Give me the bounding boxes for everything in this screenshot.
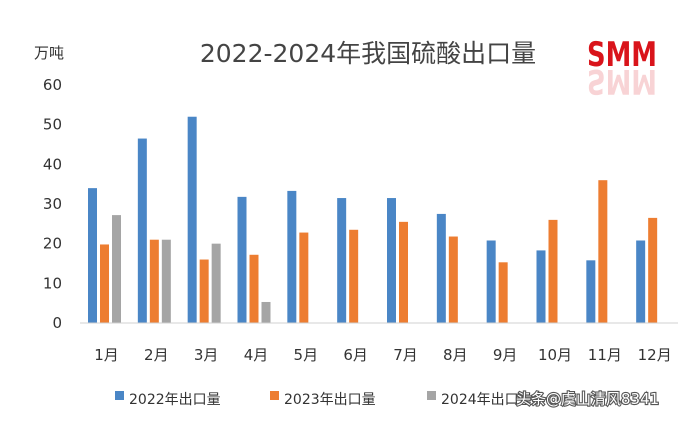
y-axis-ticks: 0 10 20 30 40 50 60 <box>43 76 62 332</box>
bar-3月-2022年出口量 <box>187 116 197 323</box>
x-category-label: 3月 <box>194 346 219 364</box>
y-axis-unit: 万吨 <box>34 44 64 62</box>
bar-6月-2022年出口量 <box>337 198 347 323</box>
legend-swatch <box>427 391 436 400</box>
bar-10月-2023年出口量 <box>548 219 558 323</box>
y-tick-label: 0 <box>52 314 62 332</box>
bar-2月-2022年出口量 <box>137 138 147 323</box>
bar-2月-2023年出口量 <box>149 239 159 323</box>
x-category-label: 12月 <box>638 346 672 364</box>
bar-5月-2023年出口量 <box>299 232 309 323</box>
legend-swatch <box>270 391 279 400</box>
bar-11月-2023年出口量 <box>598 180 608 323</box>
x-category-label: 8月 <box>443 346 468 364</box>
x-category-label: 6月 <box>343 346 368 364</box>
bar-6月-2023年出口量 <box>349 229 359 323</box>
bars <box>88 116 658 323</box>
bar-12月-2022年出口量 <box>636 240 646 323</box>
legend-label: 2024年出口量 <box>441 392 533 408</box>
legend: 2022年出口量 2023年出口量 2024年出口量 <box>115 391 533 408</box>
bar-12月-2023年出口量 <box>648 217 658 323</box>
bar-4月-2024年出口量 <box>261 301 271 323</box>
y-tick-label: 40 <box>43 155 62 173</box>
x-category-label: 7月 <box>393 346 418 364</box>
bar-5月-2022年出口量 <box>287 190 297 323</box>
bar-1月-2024年出口量 <box>112 215 121 323</box>
x-category-label: 10月 <box>538 346 572 364</box>
bar-8月-2023年出口量 <box>448 236 458 323</box>
x-category-label: 11月 <box>588 346 622 364</box>
legend-swatch <box>115 391 124 400</box>
bar-4月-2022年出口量 <box>237 196 247 323</box>
y-tick-label: 30 <box>43 195 62 213</box>
smm-logo: SMM SMM <box>587 35 657 101</box>
bar-3月-2023年出口量 <box>199 259 209 323</box>
svg-text:SMM: SMM <box>587 61 657 101</box>
y-tick-label: 60 <box>43 76 62 94</box>
y-tick-label: 50 <box>43 116 62 134</box>
bar-4月-2023年出口量 <box>249 254 259 323</box>
x-category-label: 5月 <box>294 346 319 364</box>
bar-3月-2024年出口量 <box>211 243 221 323</box>
bar-10月-2022年出口量 <box>536 250 546 323</box>
x-category-label: 9月 <box>493 346 518 364</box>
bar-1月-2022年出口量 <box>88 188 97 323</box>
bar-7月-2023年出口量 <box>399 221 408 323</box>
x-axis-categories: 1月 2月 3月 4月 5月 6月 7月 8月 9月 10月 11月 12月 <box>94 346 671 364</box>
bar-9月-2023年出口量 <box>498 262 508 323</box>
bar-8月-2022年出口量 <box>436 213 446 323</box>
bar-2月-2024年出口量 <box>161 239 171 323</box>
y-tick-label: 20 <box>43 235 62 253</box>
y-tick-label: 10 <box>43 274 62 292</box>
bar-1月-2023年出口量 <box>100 244 109 323</box>
svg-text:SMM: SMM <box>587 35 657 75</box>
x-category-label: 1月 <box>94 346 119 364</box>
legend-label: 2022年出口量 <box>129 392 221 408</box>
x-category-label: 4月 <box>244 346 269 364</box>
bar-11月-2022年出口量 <box>586 260 596 323</box>
x-category-label: 2月 <box>144 346 169 364</box>
bar-7月-2022年出口量 <box>387 198 396 323</box>
bar-9月-2022年出口量 <box>486 240 496 323</box>
legend-label: 2023年出口量 <box>284 392 376 408</box>
watermark: 头条@虞山清风8341 <box>516 390 659 408</box>
chart-title: 2022-2024年我国硫酸出口量 <box>200 39 536 68</box>
